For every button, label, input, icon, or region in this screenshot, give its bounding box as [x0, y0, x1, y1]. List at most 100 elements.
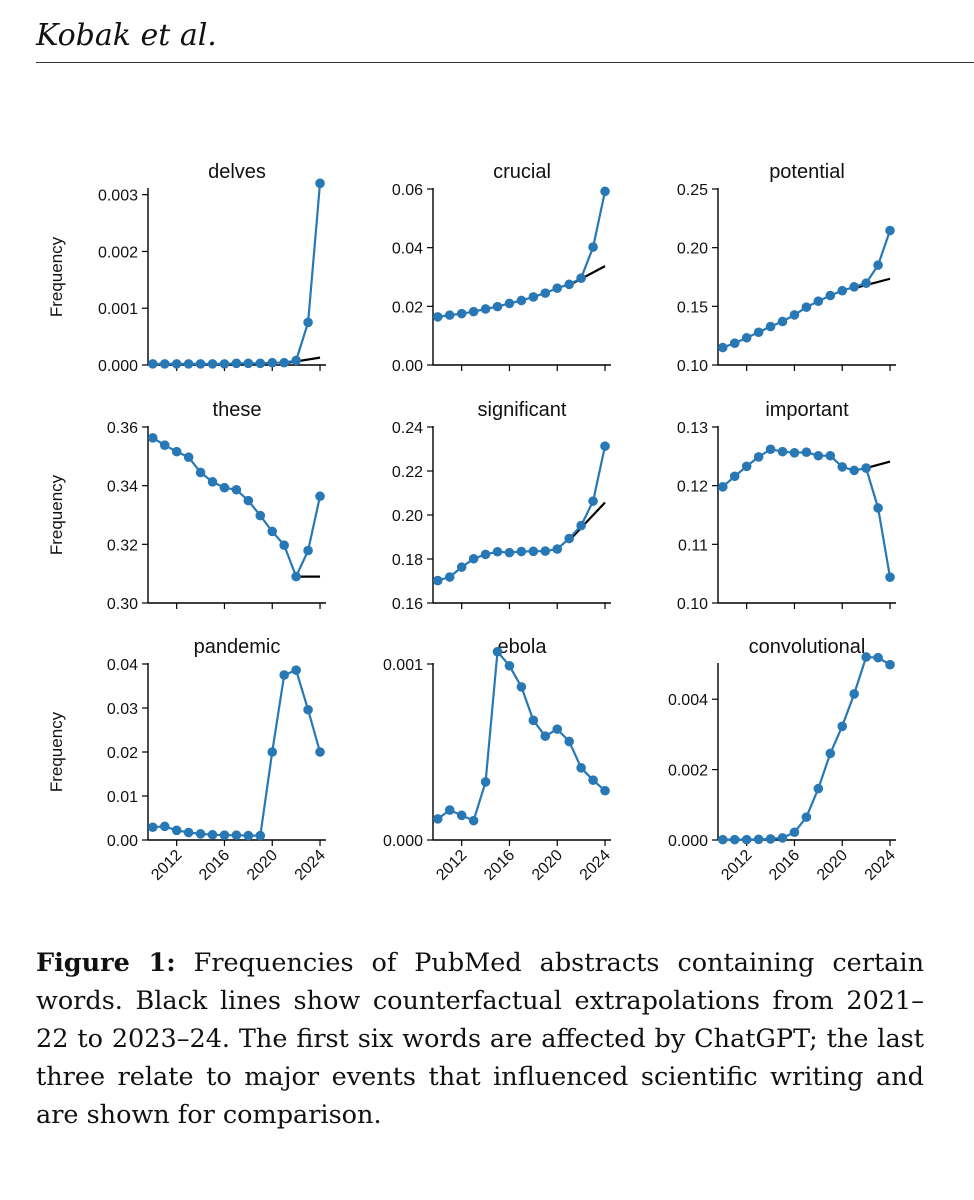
y-tick-label: 0.10 [677, 596, 708, 613]
data-point [813, 296, 824, 306]
data-point [861, 278, 871, 289]
data-point [492, 646, 503, 657]
data-point [183, 827, 194, 838]
data-point [432, 814, 443, 824]
data-point [147, 359, 158, 369]
y-tick-label: 0.06 [392, 182, 423, 199]
data-point [219, 359, 230, 369]
y-tick-label: 0.24 [392, 420, 423, 437]
series-line [437, 650, 606, 822]
y-tick-label: 0.22 [392, 464, 423, 481]
header-rule [36, 62, 974, 63]
data-point [147, 822, 158, 833]
y-axis-label: Frequency [47, 474, 66, 555]
y-tick-label: 0.001 [383, 657, 423, 674]
y-axis-label: Frequency [47, 236, 66, 317]
data-point [564, 736, 574, 747]
panel-convolutional: convolutional 0.000 0.002 0.004 2012 2016 2020… [668, 636, 899, 884]
panel-these: these 0.30 0.32 0.34 0.36 Frequency [47, 399, 326, 613]
chart-title: crucial [493, 161, 551, 183]
y-tick-label: 0.01 [107, 789, 138, 806]
x-tick-label: 2012 [148, 847, 185, 884]
data-point [576, 273, 586, 283]
y-tick-label: 0.20 [392, 508, 423, 525]
y-tick-label: 0.13 [677, 420, 708, 437]
series-line [437, 445, 607, 582]
chart-title: potential [769, 161, 845, 183]
data-point [849, 689, 859, 699]
data-point [729, 338, 740, 348]
data-point [516, 546, 527, 557]
y-tick-label: 0.32 [107, 537, 138, 554]
data-point [255, 510, 266, 521]
data-point [789, 448, 800, 458]
data-point [516, 295, 527, 306]
data-point [600, 186, 610, 197]
y-tick-label: 0.12 [677, 479, 708, 496]
chart-title: delves [208, 161, 266, 183]
data-point [456, 810, 467, 821]
data-point [480, 549, 491, 560]
y-tick-label: 0.16 [392, 596, 423, 613]
data-point [255, 358, 266, 369]
data-point [492, 546, 503, 557]
series-line [152, 669, 322, 837]
y-tick-label: 0.25 [677, 182, 708, 199]
x-tick-label: 2012 [433, 847, 470, 884]
data-point [183, 452, 194, 463]
data-point [588, 496, 598, 506]
data-point [171, 825, 182, 836]
data-point [801, 812, 812, 822]
data-point [717, 482, 728, 492]
y-tick-label: 0.002 [668, 763, 708, 780]
data-point [468, 553, 479, 564]
y-tick-label: 0.00 [392, 358, 423, 375]
data-point [564, 533, 574, 544]
y-tick-label: 0.002 [98, 244, 138, 261]
y-tick-label: 0.001 [98, 301, 138, 318]
data-point [885, 572, 895, 582]
y-tick-label: 0.00 [107, 833, 138, 850]
data-point [159, 359, 170, 369]
data-point [753, 452, 764, 462]
y-tick-label: 0.000 [383, 833, 423, 850]
data-point [315, 491, 325, 502]
data-point [528, 546, 539, 557]
x-tick-label: 2024 [292, 847, 329, 884]
data-point [291, 355, 301, 366]
x-tick-label: 2020 [814, 847, 851, 884]
panel-potential: potential 0.10 0.15 0.20 0.25 [677, 161, 896, 375]
data-point [849, 465, 859, 476]
data-point [801, 447, 812, 458]
series-line [722, 655, 891, 841]
y-tick-label: 0.04 [392, 241, 423, 258]
data-point [171, 359, 182, 369]
data-point [861, 652, 871, 662]
x-tick-label: 2016 [196, 847, 233, 884]
data-point [432, 312, 443, 322]
data-point [861, 463, 871, 473]
data-point [717, 342, 728, 353]
data-point [885, 659, 895, 670]
extrapolation-line [568, 501, 606, 542]
data-point [813, 783, 824, 794]
x-tick-label: 2024 [862, 847, 899, 884]
y-tick-label: 0.03 [107, 701, 138, 718]
data-point [873, 260, 883, 270]
data-point [588, 242, 598, 252]
y-tick-label: 0.003 [98, 188, 138, 205]
y-tick-label: 0.02 [392, 299, 423, 316]
data-point [564, 279, 574, 290]
data-point [303, 704, 313, 715]
y-tick-label: 0.11 [678, 537, 708, 554]
data-point [588, 775, 598, 785]
data-point [777, 316, 788, 327]
chart-title: significant [478, 399, 567, 421]
x-tick-label: 2024 [577, 847, 614, 884]
x-tick-label: 2016 [481, 847, 518, 884]
data-point [219, 830, 230, 840]
data-point [279, 357, 289, 368]
data-point [219, 482, 230, 493]
data-point [540, 546, 551, 556]
data-point [540, 731, 551, 741]
